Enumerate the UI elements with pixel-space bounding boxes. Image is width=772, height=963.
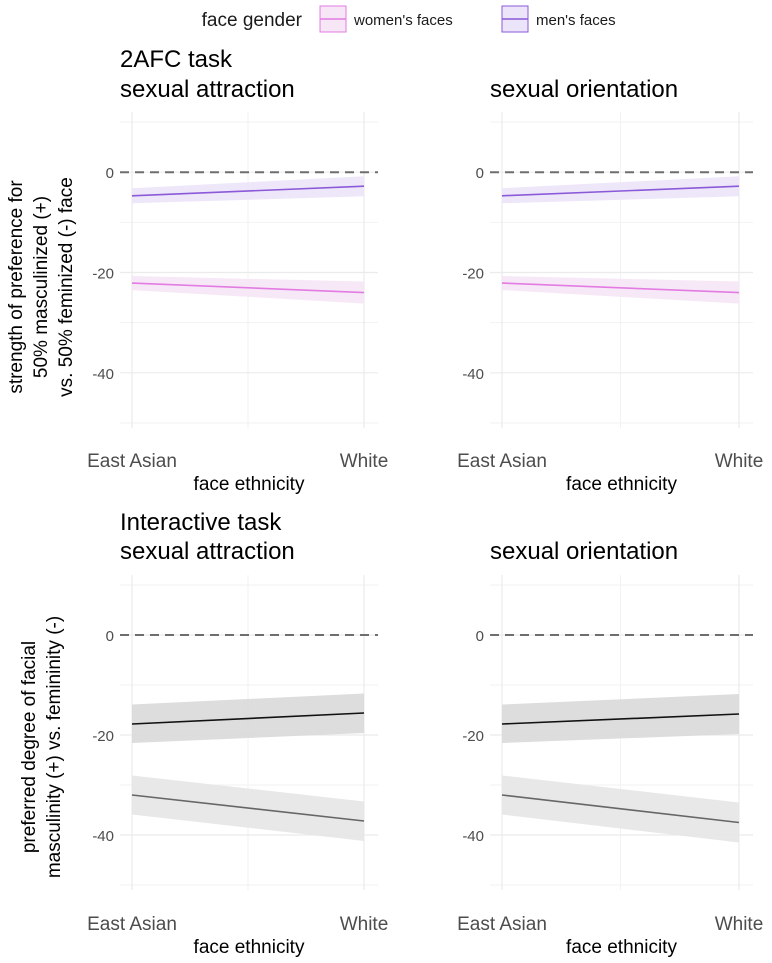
x-tick-label: East Asian: [87, 451, 177, 472]
y-tick-label: 0: [476, 628, 484, 645]
series-line: [131, 712, 365, 725]
panel-1: 0 -20 -40 East Asian White 2AFC task sexual at…: [6, 46, 388, 495]
panel-title: 2AFC task: [120, 46, 233, 73]
y-axis-label: 50% masculinized (+): [31, 196, 52, 378]
x-tick-label: White: [715, 451, 764, 472]
y-tick-label: -20: [92, 266, 114, 283]
confidence-band: [132, 176, 364, 204]
x-tick-label: White: [340, 914, 389, 935]
panel-title: sexual attraction: [120, 76, 295, 103]
panel-title: Interactive task: [120, 509, 282, 536]
series-line: [131, 185, 365, 197]
series-line: [501, 713, 740, 725]
series-line: [131, 794, 365, 822]
y-tick-label: -40: [462, 828, 484, 845]
confidence-band: [502, 276, 739, 304]
y-tick-label: -20: [462, 728, 484, 745]
x-axis-label: face ethnicity: [566, 937, 677, 958]
x-tick-label: White: [715, 914, 764, 935]
legend-label: men's faces: [536, 12, 616, 29]
y-tick-label: 0: [106, 165, 114, 182]
confidence-band: [132, 276, 364, 304]
y-tick-label: -40: [92, 366, 114, 383]
series-line: [501, 282, 740, 294]
series-line: [501, 794, 740, 824]
confidence-band: [502, 176, 739, 204]
panel-3: 0 -20 -40 East Asian White Interactive taskse…: [19, 509, 388, 958]
y-tick-label: -40: [462, 366, 484, 383]
y-axis-label: preferred degree of facial: [19, 641, 40, 853]
series-line: [501, 185, 740, 197]
panel-title: sexual orientation: [490, 76, 678, 103]
x-tick-label: East Asian: [457, 914, 547, 935]
x-tick-label: East Asian: [87, 914, 177, 935]
panel-4: 0 -20 -40 East Asian White sexual orientation…: [457, 538, 763, 958]
y-axis-label: masculinity (+) vs. femininity (-): [44, 616, 65, 878]
y-tick-label: 0: [106, 628, 114, 645]
series-line: [131, 282, 365, 294]
y-tick-label: -20: [92, 728, 114, 745]
panel-title: sexual orientation: [490, 538, 678, 565]
legend-label: women's faces: [353, 12, 453, 29]
x-axis-label: face ethnicity: [566, 474, 677, 495]
panel-2: 0 -20 -40 East Asian White sexual orientation…: [457, 76, 763, 495]
x-axis-label: face ethnicity: [194, 474, 305, 495]
y-tick-label: 0: [476, 165, 484, 182]
legend-title: face gender: [202, 10, 303, 31]
y-axis-label: strength of preference for: [6, 180, 27, 394]
panel-title: sexual attraction: [120, 538, 295, 565]
x-tick-label: White: [340, 451, 389, 472]
y-axis-label: vs. 50% feminized (-) face: [56, 177, 77, 397]
x-tick-label: East Asian: [457, 451, 547, 472]
y-tick-label: -40: [92, 828, 114, 845]
x-axis-label: face ethnicity: [194, 937, 305, 958]
y-tick-label: -20: [462, 266, 484, 283]
